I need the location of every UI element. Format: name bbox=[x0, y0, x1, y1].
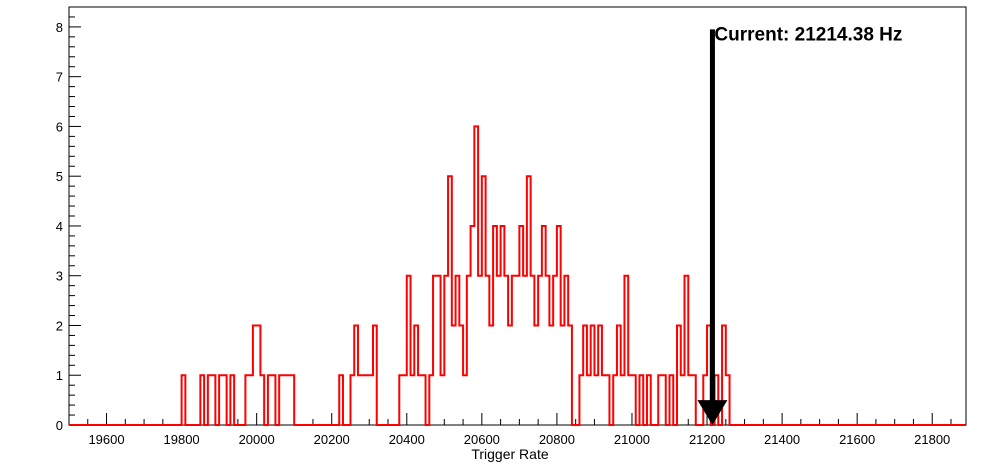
histogram-series bbox=[69, 125, 966, 426]
y-tick-label: 8 bbox=[56, 20, 63, 35]
current-rate-arrow-head bbox=[697, 400, 728, 425]
x-tick-label: 21400 bbox=[764, 432, 800, 447]
x-tick-label: 19600 bbox=[88, 432, 124, 447]
y-tick-label: 4 bbox=[56, 219, 63, 234]
x-tick-label: 20600 bbox=[464, 432, 500, 447]
y-tick-label: 2 bbox=[56, 318, 63, 333]
y-tick-label: 5 bbox=[56, 169, 63, 184]
x-tick-label: 21600 bbox=[839, 432, 875, 447]
x-axis-title: Trigger Rate bbox=[471, 446, 549, 462]
x-tick-label: 21200 bbox=[689, 432, 725, 447]
y-tick-label: 3 bbox=[56, 269, 63, 284]
x-tick-label: 20800 bbox=[539, 432, 575, 447]
y-axis: 0 1 2 3 4 5 6 7 8 bbox=[56, 6, 81, 433]
x-tick-label: 21000 bbox=[614, 432, 650, 447]
y-tick-label: 0 bbox=[56, 418, 63, 433]
y-tick-label: 7 bbox=[56, 70, 63, 85]
x-tick-label: 20000 bbox=[239, 432, 275, 447]
x-tick-label: 20400 bbox=[389, 432, 425, 447]
x-axis: 19600 19800 20000 20200 20400 20600 20800 21000… bbox=[68, 413, 952, 447]
x-tick-label: 21800 bbox=[914, 432, 950, 447]
x-tick-label: 19800 bbox=[164, 432, 200, 447]
plot-frame bbox=[68, 6, 967, 426]
y-tick-label: 6 bbox=[56, 119, 63, 134]
y-tick-label: 1 bbox=[56, 368, 63, 383]
current-rate-label: Current: 21214.38 Hz bbox=[714, 24, 902, 45]
x-tick-label: 20200 bbox=[314, 432, 350, 447]
